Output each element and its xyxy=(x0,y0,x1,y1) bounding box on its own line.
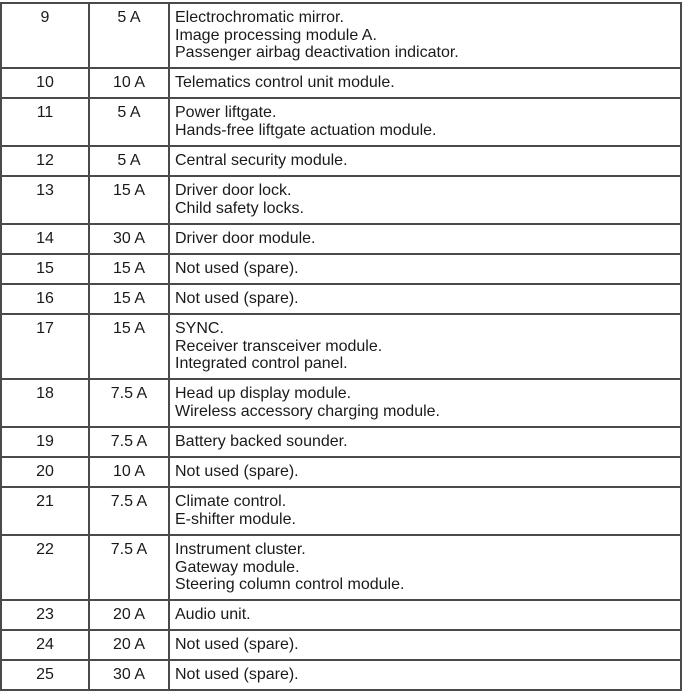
circuit-text: Not used (spare). xyxy=(175,636,299,653)
protected-circuits-cell: Instrument cluster. Gateway module. Steeri… xyxy=(168,534,682,601)
circuit-text: Driver door module. xyxy=(175,230,316,247)
fuse-number-cell: 12 xyxy=(0,145,90,177)
protected-circuits-cell: Audio unit. xyxy=(168,599,682,631)
fuse-number-cell: 20 xyxy=(0,456,90,488)
fuse-number-cell: 18 xyxy=(0,378,90,428)
table-row: 17 15 A SYNC. Receiver transceiver module. I… xyxy=(0,313,682,380)
table-row: 14 30 A Driver door module. xyxy=(0,223,682,255)
circuit-text: Image processing module A. xyxy=(175,26,377,44)
fuse-rating-cell: 30 A xyxy=(88,223,170,255)
fuse-number-cell: 16 xyxy=(0,283,90,315)
fuse-rating-cell: 10 A xyxy=(88,456,170,488)
circuit-text: Passenger airbag deactivation indicator. xyxy=(175,44,459,61)
table-row: 15 15 A Not used (spare). xyxy=(0,253,682,285)
fuse-rating-cell: 15 A xyxy=(88,253,170,285)
fuse-rating-cell: 7.5 A xyxy=(88,378,170,428)
fuse-rating-cell: 5 A xyxy=(88,145,170,177)
fuse-number-cell: 23 xyxy=(0,599,90,631)
fuse-number-cell: 14 xyxy=(0,223,90,255)
protected-circuits-cell: Driver door module. xyxy=(168,223,682,255)
fuse-rating-cell: 5 A xyxy=(88,2,170,69)
circuit-text: Not used (spare). xyxy=(175,463,299,480)
fuse-number-cell: 10 xyxy=(0,67,90,99)
table-row: 13 15 A Driver door lock. Child safety lock… xyxy=(0,175,682,225)
table-row: 22 7.5 A Instrument cluster. Gateway module… xyxy=(0,534,682,601)
circuit-text: Hands-free liftgate actuation module. xyxy=(175,121,437,139)
protected-circuits-cell: Central security module. xyxy=(168,145,682,177)
protected-circuits-cell: Not used (spare). xyxy=(168,283,682,315)
circuit-text: Steering column control module. xyxy=(175,576,405,593)
circuit-text: Not used (spare). xyxy=(175,666,299,683)
fuse-number-cell: 17 xyxy=(0,313,90,380)
fuse-number-cell: 24 xyxy=(0,629,90,661)
circuit-text: SYNC. xyxy=(175,320,224,337)
circuit-text: Gateway module. xyxy=(175,558,300,576)
fuse-rating-cell: 10 A xyxy=(88,67,170,99)
fuse-rating-cell: 20 A xyxy=(88,629,170,661)
fuse-rating-cell: 5 A xyxy=(88,97,170,147)
fuse-number-cell: 11 xyxy=(0,97,90,147)
circuit-text: Battery backed sounder. xyxy=(175,433,348,450)
circuit-text: Integrated control panel. xyxy=(175,355,348,372)
circuit-text: Wireless accessory charging module. xyxy=(175,402,440,420)
fuse-rating-cell: 7.5 A xyxy=(88,486,170,536)
fuse-number-cell: 15 xyxy=(0,253,90,285)
table-row: 10 10 A Telematics control unit module. xyxy=(0,67,682,99)
circuit-text: E-shifter module. xyxy=(175,510,296,528)
fuse-rating-cell: 30 A xyxy=(88,659,170,691)
fuse-rating-cell: 15 A xyxy=(88,313,170,380)
fuse-number-cell: 25 xyxy=(0,659,90,691)
circuit-text: Instrument cluster. xyxy=(175,541,306,558)
fuse-rating-cell: 15 A xyxy=(88,175,170,225)
table-row: 24 20 A Not used (spare). xyxy=(0,629,682,661)
fuse-rating-cell: 7.5 A xyxy=(88,534,170,601)
table-row: 19 7.5 A Battery backed sounder. xyxy=(0,426,682,458)
protected-circuits-cell: Driver door lock. Child safety locks. xyxy=(168,175,682,225)
protected-circuits-cell: Power liftgate. Hands-free liftgate actua… xyxy=(168,97,682,147)
table-row: 11 5 A Power liftgate. Hands-free liftgate … xyxy=(0,97,682,147)
protected-circuits-cell: Not used (spare). xyxy=(168,659,682,691)
fuse-number-cell: 13 xyxy=(0,175,90,225)
circuit-text: Receiver transceiver module. xyxy=(175,337,383,355)
protected-circuits-cell: Electrochromatic mirror. Image processing… xyxy=(168,2,682,69)
circuit-text: Telematics control unit module. xyxy=(175,74,395,91)
circuit-text: Climate control. xyxy=(175,493,287,510)
circuit-text: Head up display module. xyxy=(175,385,352,402)
table-row: 25 30 A Not used (spare). xyxy=(0,659,682,691)
fuse-number-cell: 21 xyxy=(0,486,90,536)
circuit-text: Central security module. xyxy=(175,152,348,169)
fuse-number-cell: 9 xyxy=(0,2,90,69)
circuit-text: Child safety locks. xyxy=(175,199,304,217)
protected-circuits-cell: SYNC. Receiver transceiver module. Integra… xyxy=(168,313,682,380)
circuit-text: Driver door lock. xyxy=(175,182,292,199)
protected-circuits-cell: Telematics control unit module. xyxy=(168,67,682,99)
protected-circuits-cell: Not used (spare). xyxy=(168,253,682,285)
table-row: 12 5 A Central security module. xyxy=(0,145,682,177)
table-row: 20 10 A Not used (spare). xyxy=(0,456,682,488)
protected-circuits-cell: Head up display module. Wireless accessor… xyxy=(168,378,682,428)
protected-circuits-cell: Climate control. E-shifter module. xyxy=(168,486,682,536)
fuse-rating-cell: 7.5 A xyxy=(88,426,170,458)
table-row: 18 7.5 A Head up display module. Wireless a… xyxy=(0,378,682,428)
protected-circuits-cell: Not used (spare). xyxy=(168,456,682,488)
protected-circuits-cell: Not used (spare). xyxy=(168,629,682,661)
circuit-text: Electrochromatic mirror. xyxy=(175,9,344,26)
circuit-text: Not used (spare). xyxy=(175,260,299,277)
fuse-number-cell: 19 xyxy=(0,426,90,458)
table-row: 16 15 A Not used (spare). xyxy=(0,283,682,315)
table-row: 21 7.5 A Climate control. E-shifter module. xyxy=(0,486,682,536)
fuse-rating-cell: 20 A xyxy=(88,599,170,631)
circuit-text: Not used (spare). xyxy=(175,290,299,307)
circuit-text: Power liftgate. xyxy=(175,104,277,121)
fuse-rating-cell: 15 A xyxy=(88,283,170,315)
protected-circuits-cell: Battery backed sounder. xyxy=(168,426,682,458)
circuit-text: Audio unit. xyxy=(175,606,251,623)
table-row: 23 20 A Audio unit. xyxy=(0,599,682,631)
fuse-number-cell: 22 xyxy=(0,534,90,601)
